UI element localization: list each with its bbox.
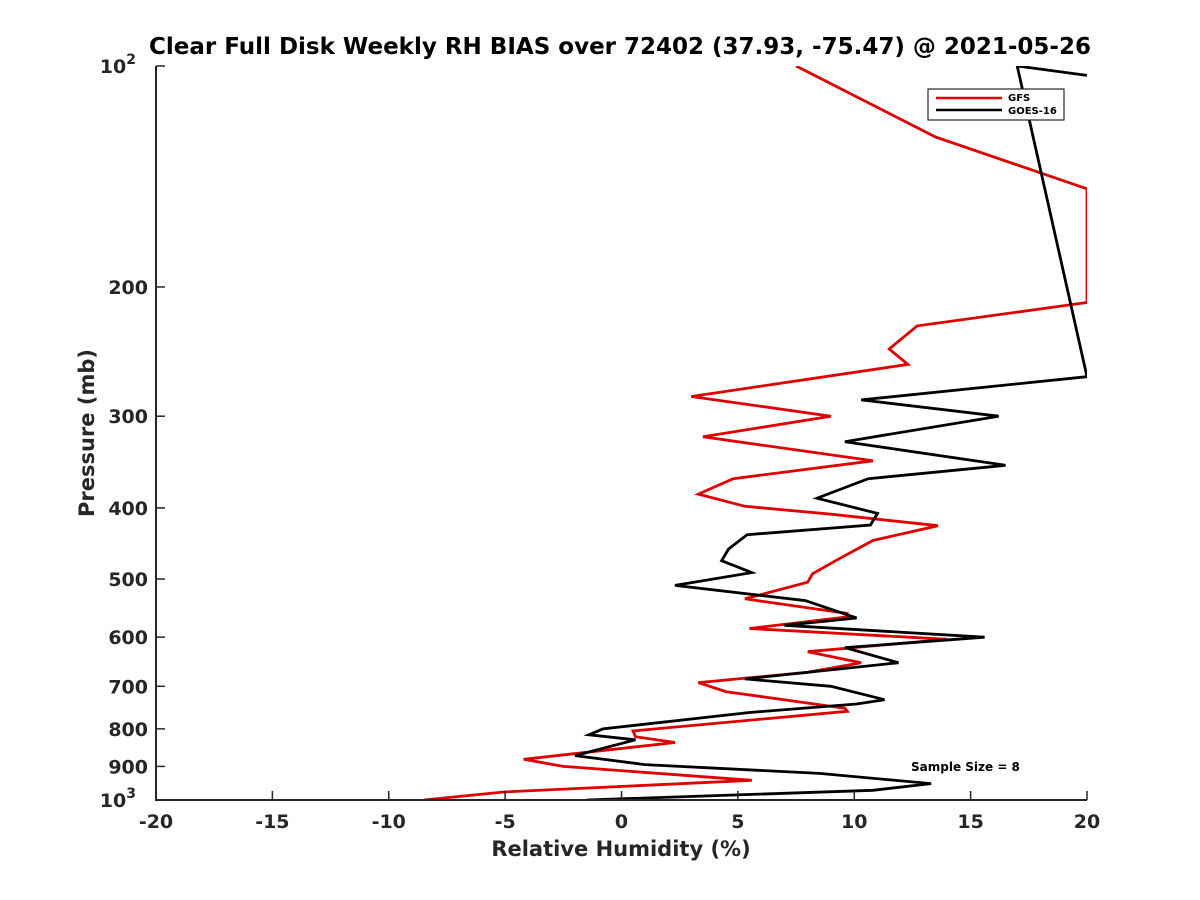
axes: [155, 66, 1087, 801]
legend-label-gfs: GFS: [1008, 93, 1030, 104]
y-tick-label: 700: [108, 676, 148, 698]
y-tick-label: 300: [108, 406, 148, 428]
x-tick-label: 10: [841, 811, 867, 833]
x-tick-label: -10: [372, 811, 406, 833]
x-axis-ticks: -20 -15 -10 -5 0 5 10 15 20: [139, 791, 1100, 833]
y-tick-label: 900: [108, 756, 148, 778]
y-tick-label: 400: [108, 498, 148, 520]
y-axis-ticks: 102 200 300 400 500 600 700 800 900 103: [100, 52, 165, 812]
x-tick-label: 5: [731, 811, 744, 833]
y-tick-label: 500: [108, 569, 148, 591]
x-tick-label: -20: [139, 811, 173, 833]
x-axis-label: Relative Humidity (%): [491, 837, 750, 861]
axes-frame: [155, 66, 1087, 801]
x-tick-label: 20: [1074, 811, 1100, 833]
chart-title: Clear Full Disk Weekly RH BIAS over 7240…: [149, 34, 1091, 60]
y-tick-label: 103: [100, 786, 136, 812]
y-tick-label: 102: [100, 52, 136, 78]
legend-box: [927, 88, 1065, 121]
y-tick-label: 600: [108, 627, 148, 649]
x-tick-label: 15: [957, 811, 983, 833]
legend: GFS GOES-16: [927, 88, 1065, 121]
x-tick-label: -5: [495, 811, 516, 833]
y-tick-label: 800: [108, 719, 148, 741]
series-line-gfs: [423, 66, 1087, 800]
series-layer: [423, 66, 1087, 800]
sample-size-annotation: Sample Size = 8: [911, 760, 1020, 774]
y-tick-label: 200: [108, 277, 148, 299]
x-tick-label: -15: [255, 811, 289, 833]
series-line-goes16: [574, 66, 1087, 800]
legend-label-goes16: GOES-16: [1008, 106, 1057, 117]
x-tick-label: 0: [615, 811, 628, 833]
y-axis-label: Pressure (mb): [75, 349, 99, 517]
